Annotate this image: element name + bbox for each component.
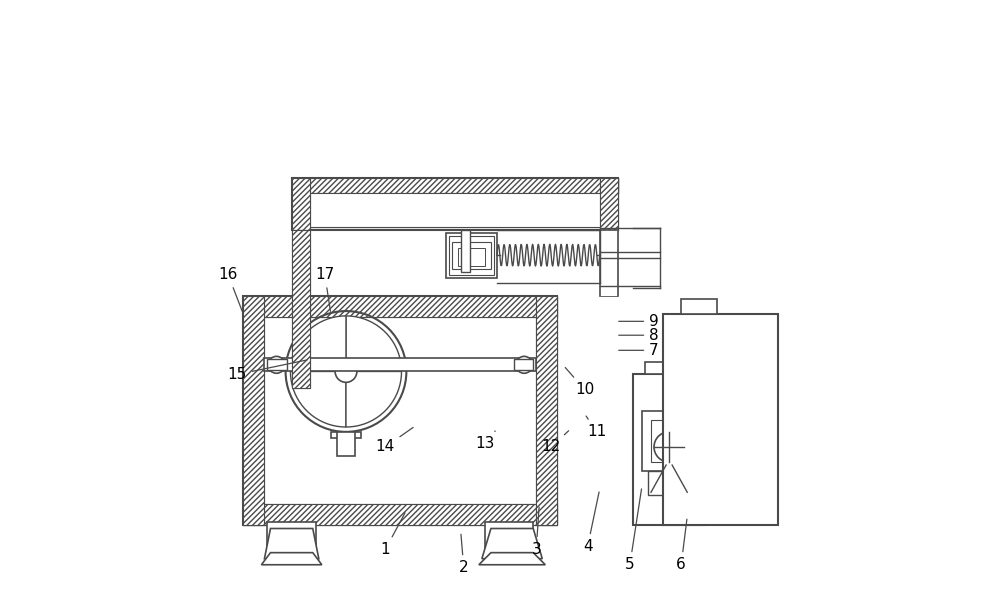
Circle shape xyxy=(516,356,533,373)
Bar xyxy=(243,504,557,525)
Bar xyxy=(449,236,494,275)
Bar xyxy=(651,420,687,462)
Text: 7: 7 xyxy=(619,343,659,358)
Bar xyxy=(264,358,536,371)
Bar xyxy=(337,432,355,456)
Polygon shape xyxy=(264,528,319,559)
Bar xyxy=(292,178,618,193)
Bar xyxy=(292,178,618,230)
Bar xyxy=(645,362,693,374)
Bar xyxy=(681,299,717,314)
Text: 12: 12 xyxy=(542,431,569,454)
Bar xyxy=(600,230,618,296)
Bar xyxy=(536,296,557,525)
Bar xyxy=(267,359,287,370)
Text: 17: 17 xyxy=(315,268,334,311)
Circle shape xyxy=(335,361,357,382)
Bar xyxy=(536,296,557,525)
Bar xyxy=(243,296,557,525)
Text: 13: 13 xyxy=(475,431,495,451)
Polygon shape xyxy=(346,316,402,371)
Text: 14: 14 xyxy=(376,428,413,454)
Polygon shape xyxy=(261,553,322,565)
Bar xyxy=(642,411,696,471)
Text: 1: 1 xyxy=(380,513,405,557)
Bar xyxy=(485,522,533,562)
Bar xyxy=(298,193,612,226)
Circle shape xyxy=(268,356,285,373)
Bar xyxy=(458,248,485,266)
Bar xyxy=(267,522,316,562)
Polygon shape xyxy=(479,553,545,565)
Text: 15: 15 xyxy=(228,360,307,382)
Polygon shape xyxy=(672,471,690,495)
Bar xyxy=(243,296,557,317)
Polygon shape xyxy=(482,528,542,559)
Bar xyxy=(292,178,618,193)
Text: 10: 10 xyxy=(565,367,594,397)
Text: 5: 5 xyxy=(625,489,642,572)
Bar xyxy=(633,374,705,525)
Bar xyxy=(292,178,618,193)
Circle shape xyxy=(654,432,684,462)
Bar xyxy=(243,296,264,525)
Polygon shape xyxy=(290,371,346,427)
Bar xyxy=(292,230,310,388)
Polygon shape xyxy=(290,316,346,371)
Bar xyxy=(292,178,310,230)
Bar xyxy=(243,296,264,525)
Bar xyxy=(461,230,470,272)
Text: 4: 4 xyxy=(583,492,599,554)
Bar xyxy=(600,178,618,230)
Bar xyxy=(452,242,491,269)
Bar xyxy=(292,178,310,230)
Bar xyxy=(243,296,557,317)
Polygon shape xyxy=(346,371,402,427)
Bar xyxy=(446,233,497,278)
Text: 6: 6 xyxy=(676,519,687,572)
Text: 11: 11 xyxy=(586,416,606,439)
Polygon shape xyxy=(648,471,666,495)
Text: 3: 3 xyxy=(531,507,541,557)
Text: 8: 8 xyxy=(619,328,659,342)
Bar xyxy=(600,178,618,230)
Bar xyxy=(663,314,778,525)
Bar xyxy=(514,359,533,370)
Bar xyxy=(292,230,310,388)
Bar xyxy=(243,504,557,525)
Bar xyxy=(331,432,361,438)
Text: 2: 2 xyxy=(459,535,469,575)
Bar xyxy=(600,230,617,296)
Bar xyxy=(292,178,618,193)
Text: 16: 16 xyxy=(219,268,242,312)
Text: 9: 9 xyxy=(619,314,659,329)
